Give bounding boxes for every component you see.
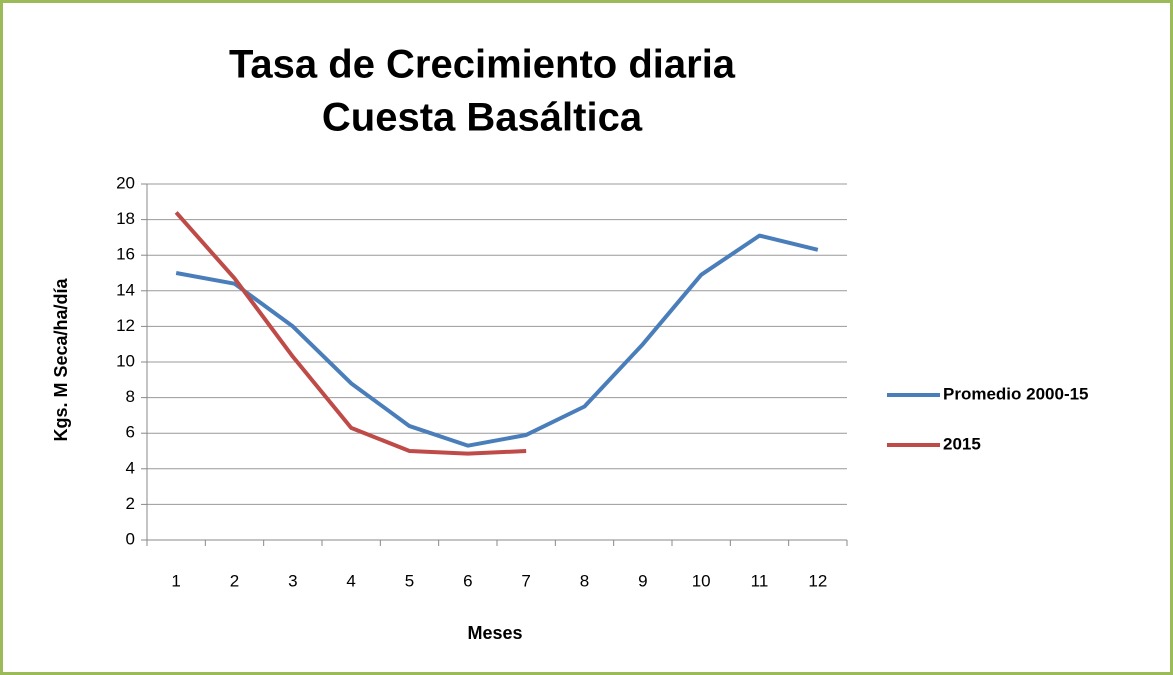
x-tick-label: 1 — [171, 571, 180, 590]
x-tick-label: 5 — [405, 571, 414, 590]
x-tick-label: 7 — [521, 571, 530, 590]
series-line — [174, 211, 527, 456]
x-tick-label: 11 — [751, 571, 769, 590]
y-tick-label: 18 — [116, 209, 135, 228]
y-tick-label: 10 — [116, 351, 135, 370]
x-tick-label: 6 — [463, 571, 472, 590]
y-tick-label: 4 — [126, 458, 135, 477]
x-tick-label: 12 — [808, 571, 827, 590]
y-tick-label: 6 — [126, 423, 135, 442]
y-tick-label: 14 — [116, 280, 135, 299]
y-tick-label: 20 — [116, 173, 135, 192]
y-tick-label: 2 — [126, 494, 135, 513]
y-tick-label: 8 — [126, 387, 135, 406]
chart-title: Tasa de Crecimiento diaria — [229, 43, 736, 87]
x-axis-title: Meses — [467, 623, 522, 643]
x-tick-label: 3 — [288, 571, 297, 590]
y-axis-title: Kgs. M Seca/ha/día — [51, 277, 71, 441]
x-tick-label: 10 — [692, 571, 711, 590]
chart-title: Cuesta Basáltica — [322, 96, 643, 140]
y-tick-label: 0 — [126, 529, 135, 548]
x-tick-label: 4 — [346, 571, 355, 590]
legend-label: 2015 — [943, 434, 981, 453]
x-tick-label: 2 — [230, 571, 239, 590]
legend-label: Promedio 2000-15 — [943, 384, 1089, 403]
y-tick-label: 12 — [116, 316, 135, 335]
x-tick-label: 9 — [638, 571, 647, 590]
x-tick-label: 8 — [580, 571, 589, 590]
series-line — [175, 233, 819, 448]
y-tick-label: 16 — [116, 245, 135, 264]
